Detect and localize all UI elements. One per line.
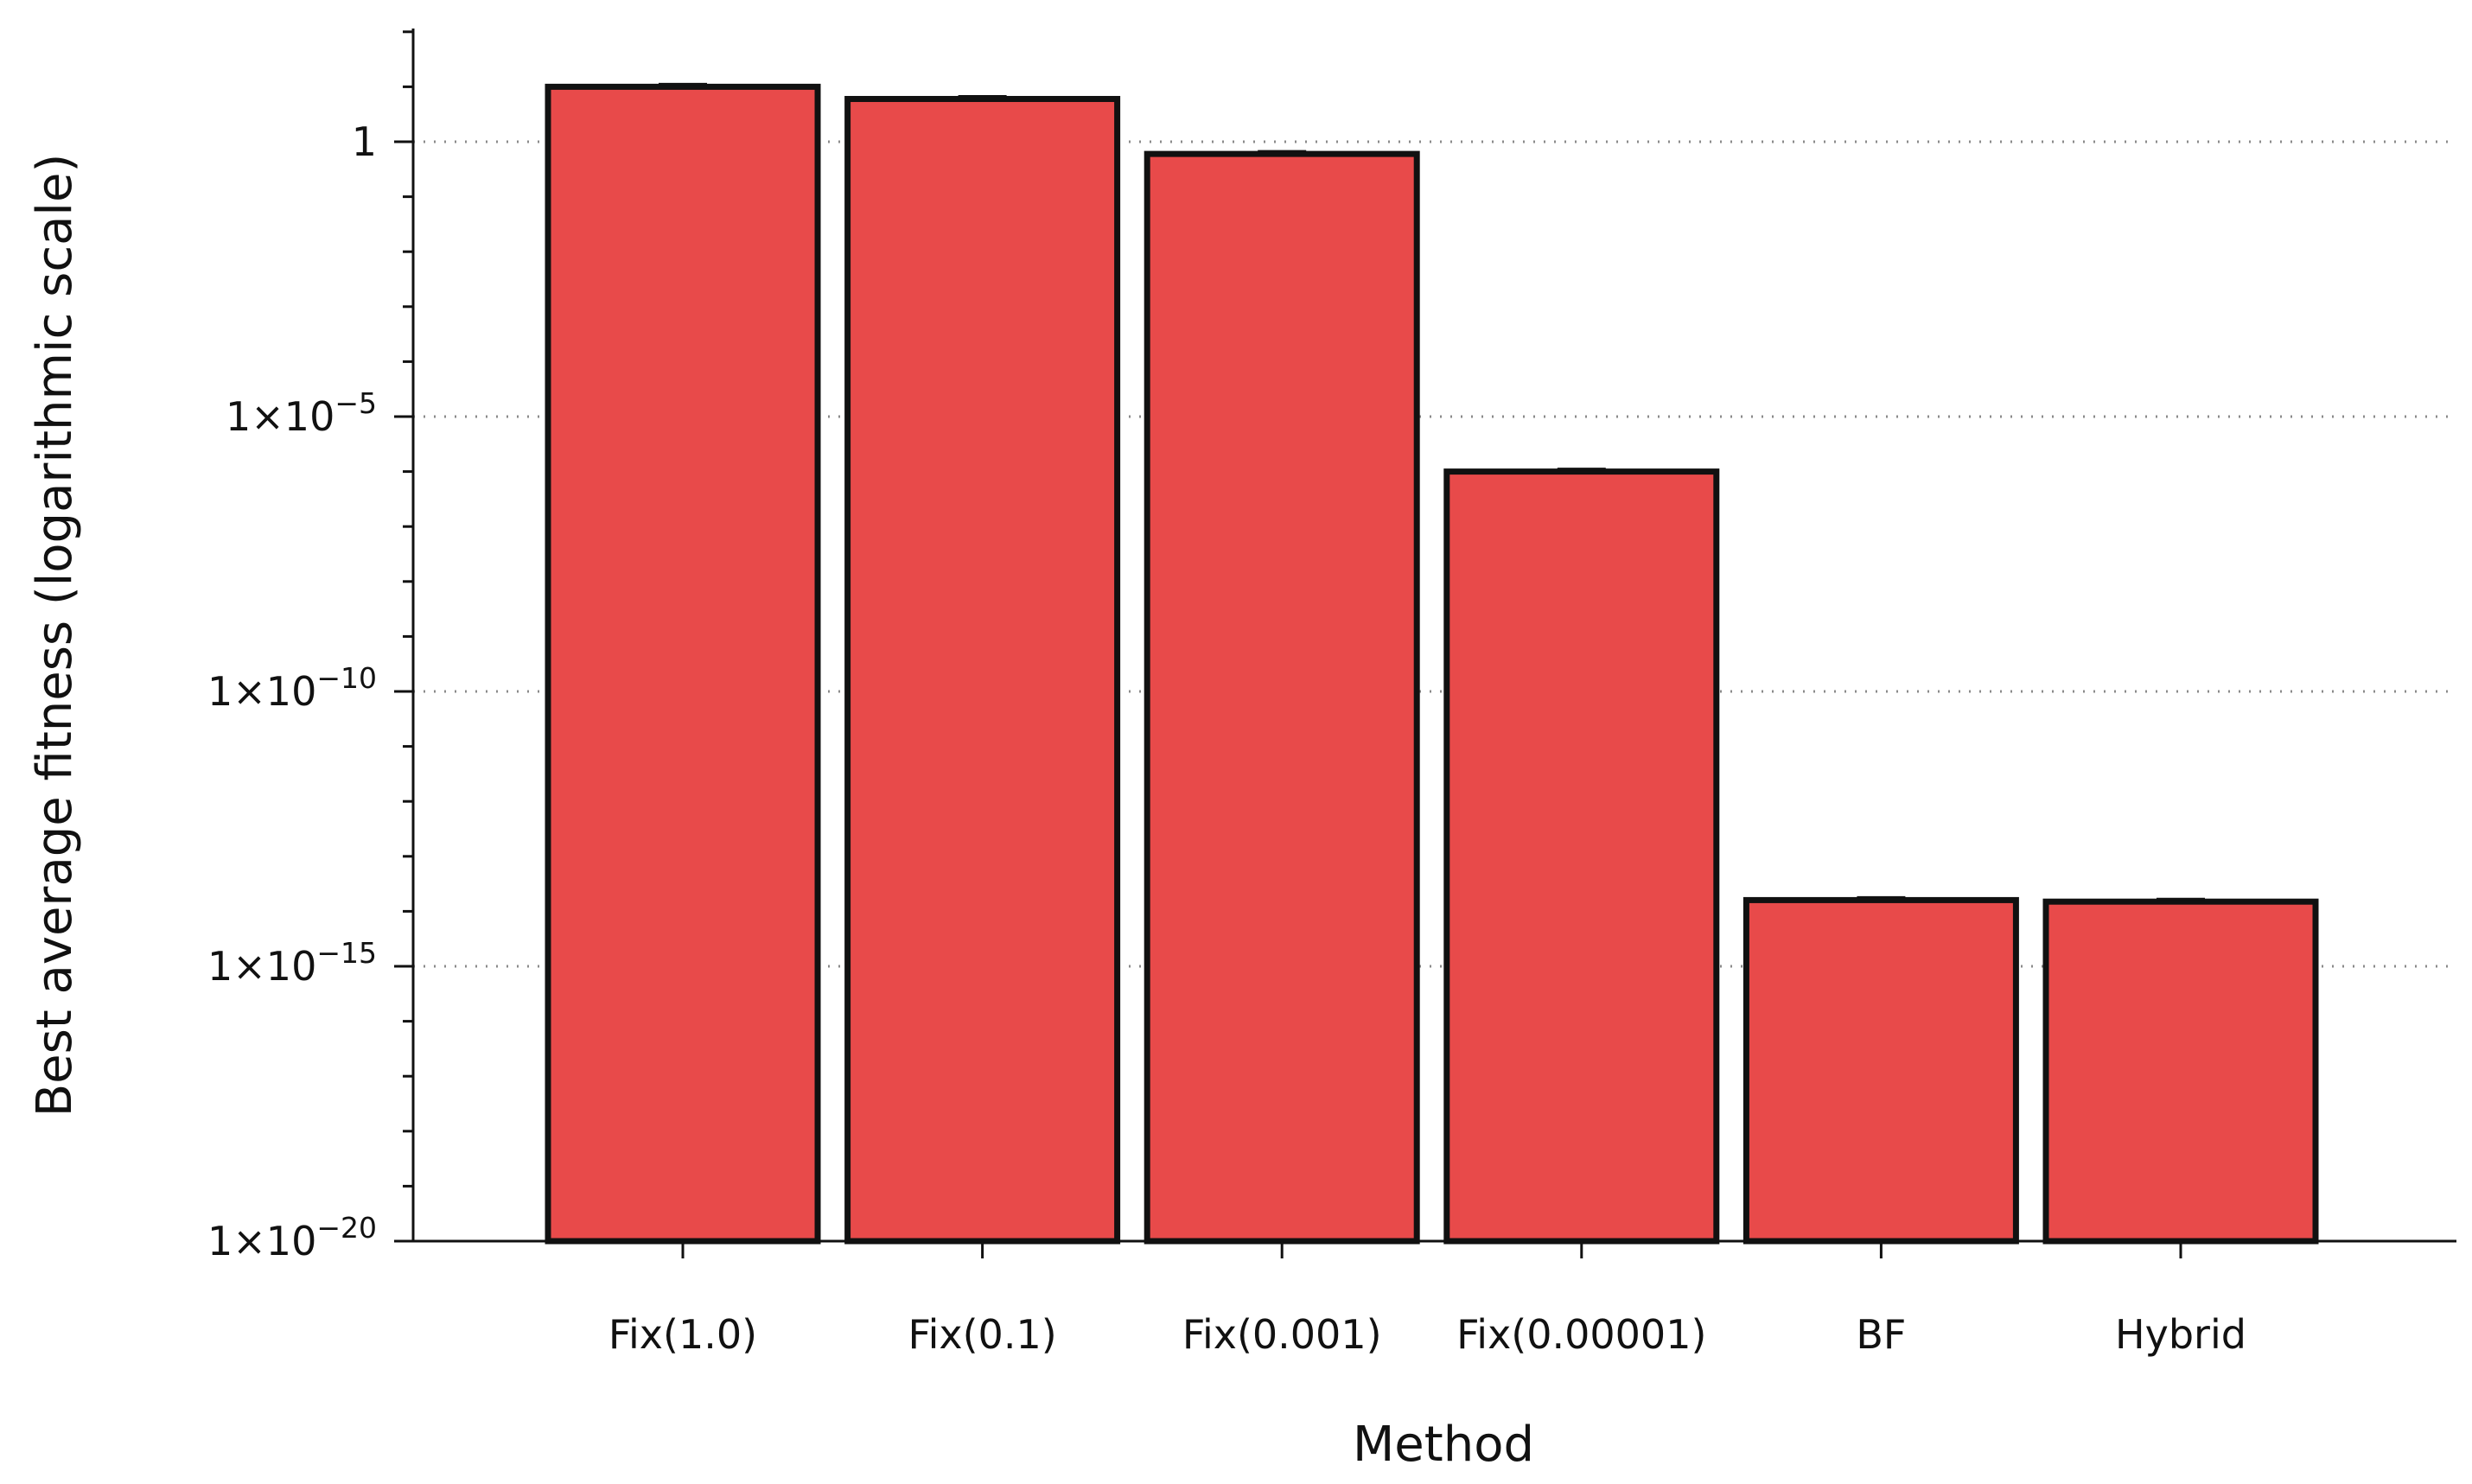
- bar-fix-0-001: [1144, 150, 1420, 1245]
- bar-hybrid: [2042, 898, 2319, 1245]
- bars: [545, 82, 2319, 1245]
- y-tick-label: 1×10−20: [207, 1211, 377, 1264]
- y-tick-label: 1×10−10: [207, 661, 377, 715]
- x-tick-label: Fix(1.0): [608, 1311, 757, 1358]
- x-tick-label: Fix(0.001): [1182, 1311, 1382, 1358]
- axes: [411, 29, 2456, 1243]
- y-tick-label: 1×10−5: [226, 386, 377, 440]
- x-axis-ticks: Fix(1.0) Fix(0.1) Fix(0.001) Fix(0.00001) BF…: [608, 1241, 2246, 1358]
- y-tick-label: 1×10−15: [207, 936, 377, 990]
- x-tick-label: BF: [1856, 1311, 1906, 1358]
- bar-fix-0-1: [844, 96, 1121, 1245]
- x-tick-label: Fix(0.1): [908, 1311, 1057, 1358]
- bar-fix-0-00001: [1443, 468, 1720, 1245]
- y-tick-label: 1: [352, 118, 377, 165]
- x-tick-label: Hybrid: [2115, 1311, 2246, 1358]
- x-axis-title: Method: [1353, 1417, 1534, 1473]
- y-axis-title: Best average fitness (logarithmic scale): [27, 154, 83, 1118]
- y-axis-ticks: 1 1×10−5 1×10−10 1×10−15 1×10−20: [207, 30, 413, 1264]
- bar-fix-1-0: [545, 83, 821, 1245]
- x-tick-label: Fix(0.00001): [1456, 1311, 1706, 1358]
- bar-bf: [1743, 896, 2019, 1245]
